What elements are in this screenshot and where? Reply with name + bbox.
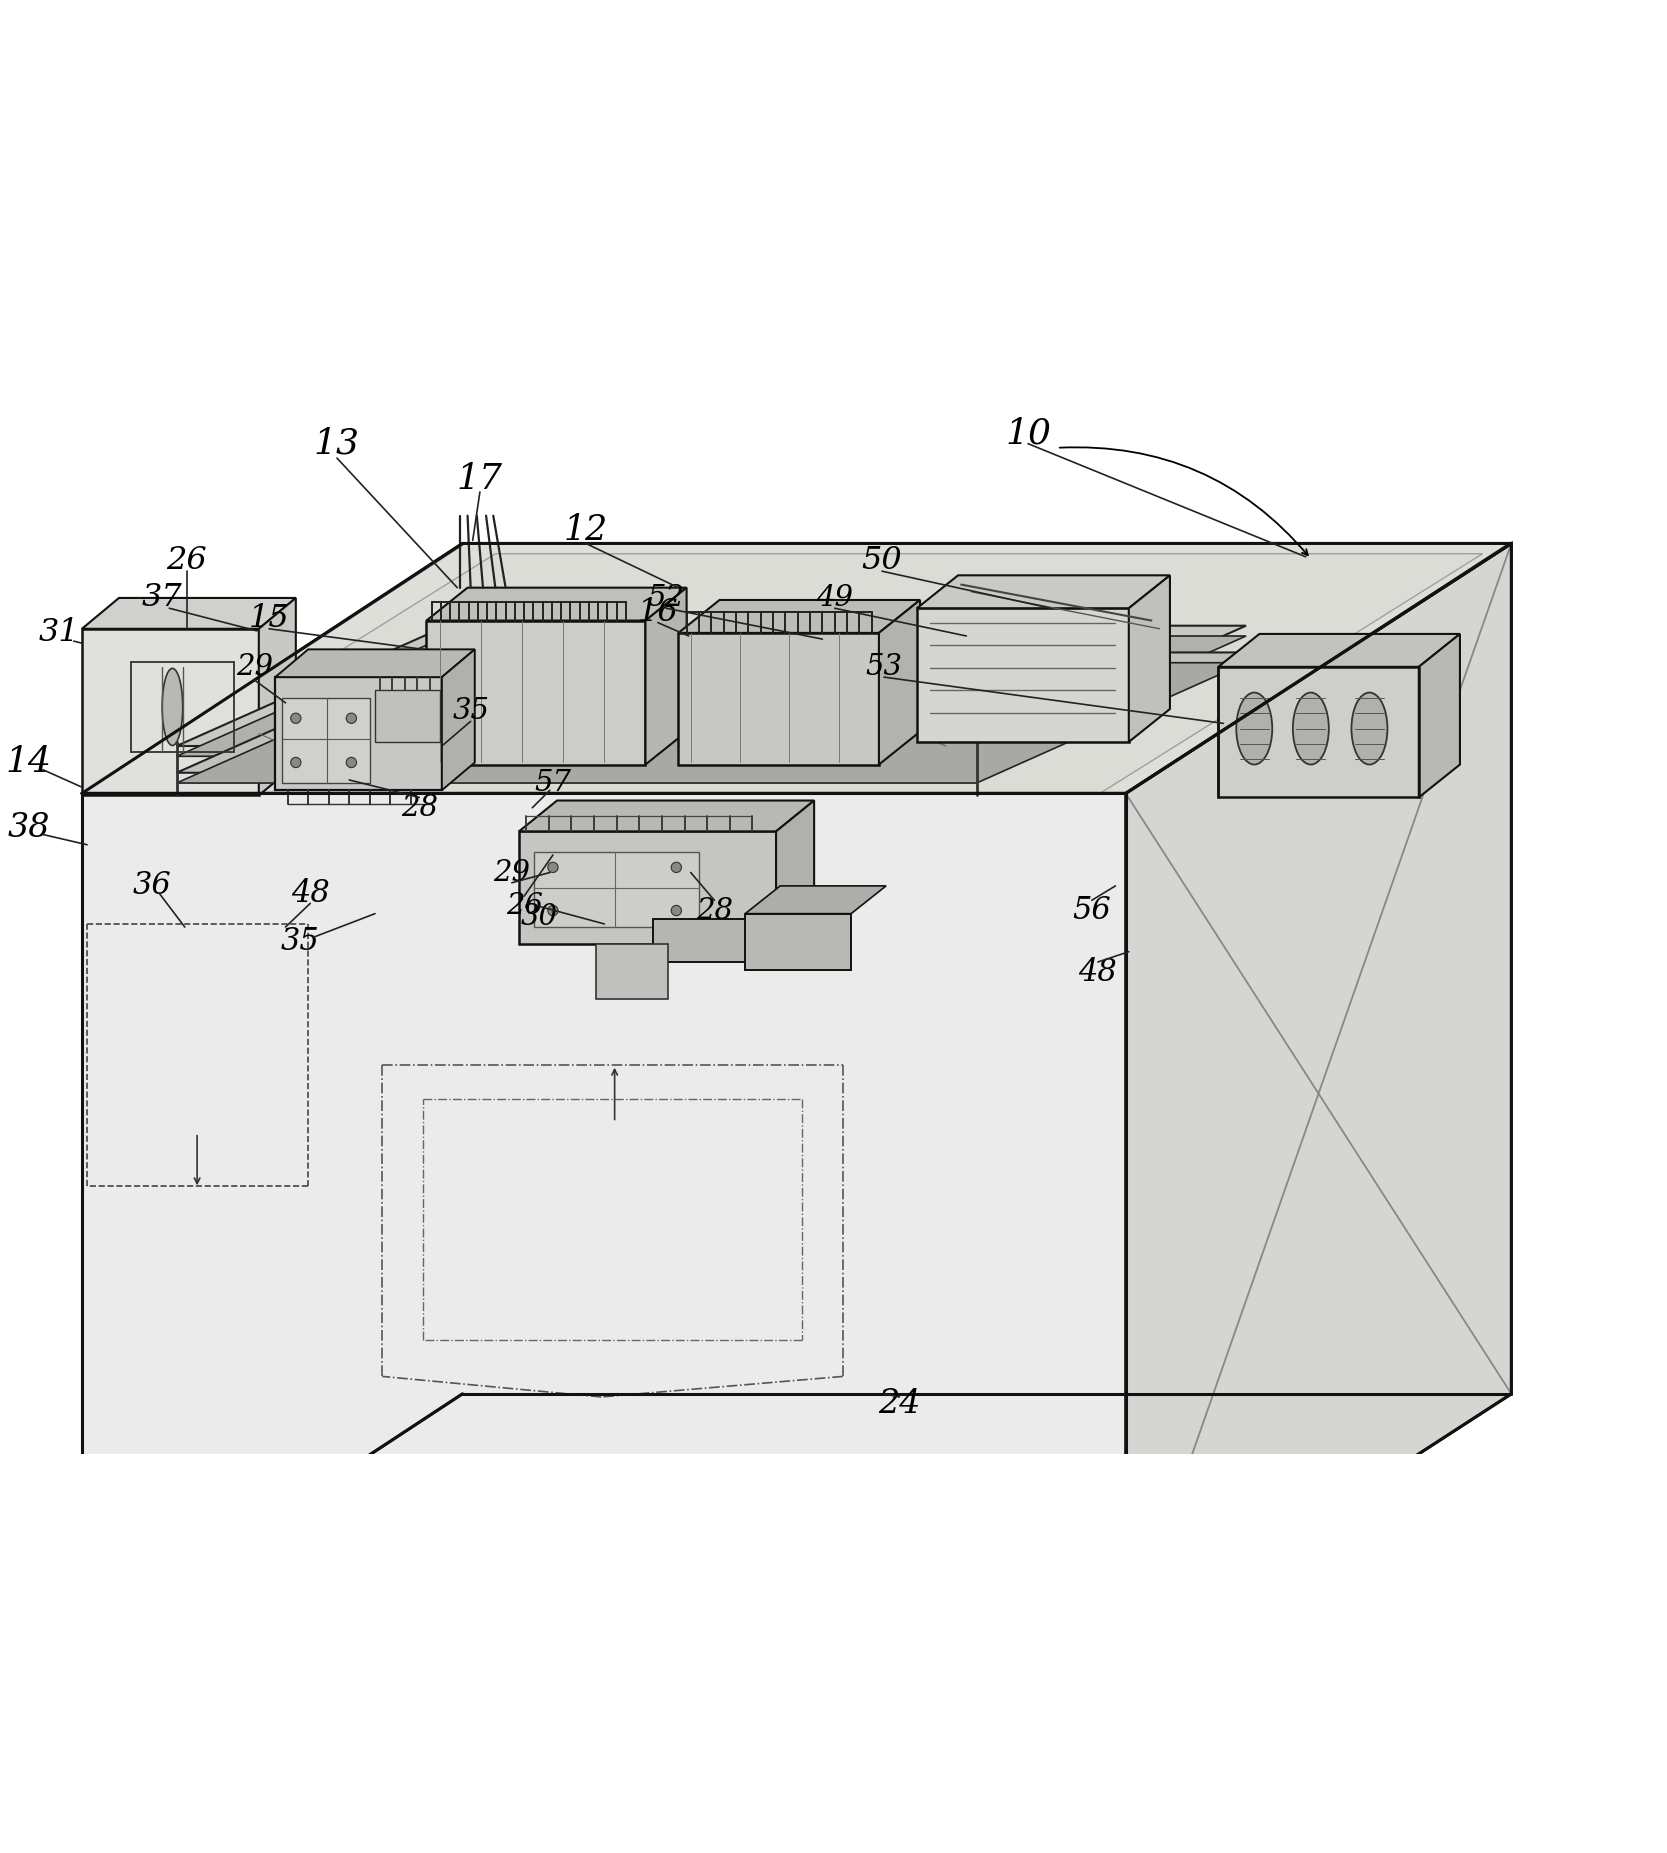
Polygon shape	[1129, 574, 1170, 741]
Text: 12: 12	[563, 513, 608, 547]
Polygon shape	[258, 599, 295, 795]
Polygon shape	[653, 919, 792, 962]
Polygon shape	[777, 800, 813, 945]
Text: 15: 15	[248, 602, 290, 634]
Polygon shape	[1219, 634, 1460, 667]
Polygon shape	[1219, 667, 1419, 797]
Polygon shape	[177, 626, 1245, 747]
Circle shape	[290, 758, 302, 767]
Text: 14: 14	[5, 745, 52, 780]
Text: 36: 36	[132, 871, 172, 901]
Polygon shape	[275, 649, 475, 676]
Text: 10: 10	[1005, 417, 1050, 450]
Polygon shape	[678, 600, 920, 634]
Polygon shape	[427, 621, 645, 765]
Polygon shape	[917, 608, 1129, 741]
Text: 31: 31	[38, 617, 80, 649]
Text: 13: 13	[313, 426, 360, 461]
Text: 48: 48	[1079, 956, 1117, 988]
Polygon shape	[82, 793, 1125, 1644]
Text: 16: 16	[637, 597, 678, 628]
Polygon shape	[82, 543, 1509, 793]
Polygon shape	[427, 587, 687, 621]
Polygon shape	[82, 628, 258, 795]
Polygon shape	[745, 886, 887, 914]
Text: 52: 52	[647, 584, 685, 611]
Text: 30: 30	[522, 902, 558, 930]
Text: 50: 50	[862, 545, 902, 576]
Text: 35: 35	[280, 926, 320, 956]
Ellipse shape	[162, 669, 183, 745]
Polygon shape	[518, 832, 777, 945]
Polygon shape	[745, 914, 852, 971]
Polygon shape	[1125, 543, 1512, 1644]
Polygon shape	[177, 663, 1245, 784]
Ellipse shape	[1294, 693, 1329, 765]
Ellipse shape	[1352, 693, 1387, 765]
Text: 53: 53	[865, 652, 902, 680]
Text: 49: 49	[817, 584, 854, 611]
Text: 28: 28	[400, 793, 438, 821]
Text: 37: 37	[142, 582, 182, 613]
Text: 57: 57	[535, 769, 572, 797]
Text: 17: 17	[457, 461, 503, 495]
Polygon shape	[177, 636, 1245, 756]
Text: 38: 38	[7, 812, 50, 845]
Circle shape	[347, 758, 357, 767]
Polygon shape	[375, 691, 440, 741]
Text: 35: 35	[452, 697, 488, 725]
Text: 24: 24	[879, 1388, 920, 1419]
Circle shape	[290, 713, 302, 723]
Polygon shape	[82, 543, 1512, 793]
Text: 56: 56	[1072, 895, 1112, 926]
Text: 29: 29	[493, 858, 530, 886]
Polygon shape	[535, 852, 698, 926]
Polygon shape	[597, 945, 668, 999]
Polygon shape	[275, 676, 442, 789]
Polygon shape	[518, 800, 813, 832]
Polygon shape	[917, 574, 1170, 608]
Polygon shape	[282, 699, 370, 784]
Circle shape	[672, 906, 682, 915]
Text: 26: 26	[505, 893, 543, 921]
Text: 28: 28	[695, 897, 733, 925]
Polygon shape	[442, 649, 475, 789]
Circle shape	[548, 906, 558, 915]
Text: 48: 48	[290, 878, 330, 908]
Polygon shape	[177, 652, 1245, 773]
Text: 26: 26	[167, 545, 207, 576]
Circle shape	[347, 713, 357, 723]
Text: 29: 29	[237, 652, 273, 680]
Ellipse shape	[1237, 693, 1272, 765]
Ellipse shape	[165, 1636, 235, 1658]
Polygon shape	[1419, 634, 1460, 797]
Ellipse shape	[693, 1636, 763, 1658]
Polygon shape	[82, 599, 295, 628]
Polygon shape	[879, 600, 920, 765]
Polygon shape	[678, 634, 879, 765]
Polygon shape	[645, 587, 687, 765]
Polygon shape	[113, 554, 1482, 793]
Circle shape	[672, 862, 682, 873]
Circle shape	[548, 862, 558, 873]
